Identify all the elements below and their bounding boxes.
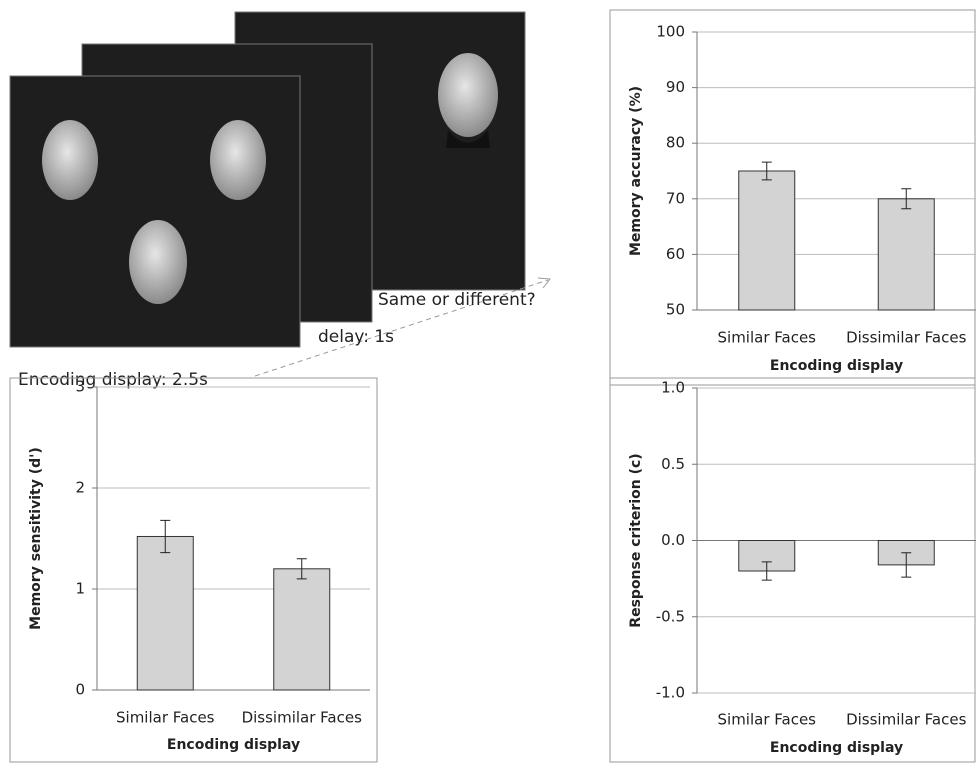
y-tick-label: 0.5 xyxy=(661,455,685,473)
y-tick-label: 70 xyxy=(666,189,685,207)
test-label: Same or different? xyxy=(378,290,536,310)
face xyxy=(42,120,98,200)
y-tick-label: 50 xyxy=(666,301,685,319)
x-axis-label: Encoding display xyxy=(770,358,903,374)
y-tick-label: 1.0 xyxy=(661,379,685,397)
y-tick-label: 3 xyxy=(75,378,85,396)
bar xyxy=(274,569,330,690)
x-tick-label: Similar Faces xyxy=(718,711,817,729)
delay-label: delay: 1s xyxy=(318,327,394,347)
y-tick-label: -0.5 xyxy=(656,607,685,625)
chart-panel: 50 60 70 80 90 100 Similar Faces Dissimilar Fac… xyxy=(610,10,976,385)
y-axis-label: Memory accuracy (%) xyxy=(628,86,644,256)
chart-panel: 0 1 2 3 Similar Faces Dissimilar Faces Encodin… xyxy=(10,378,377,763)
encoding-display xyxy=(10,76,300,347)
y-axis-label: Memory sensitivity (d') xyxy=(28,447,44,630)
y-axis-label: Response criterion (c) xyxy=(628,453,644,627)
x-tick-label: Dissimilar Faces xyxy=(846,711,967,729)
bar xyxy=(878,199,934,310)
x-axis-label: Encoding display xyxy=(770,740,903,756)
figure: Same or different? delay: 1s Encoding di… xyxy=(0,0,976,764)
y-tick-label: 2 xyxy=(75,479,85,497)
face xyxy=(438,53,498,137)
y-tick-label: 0 xyxy=(75,681,85,699)
x-tick-label: Similar Faces xyxy=(116,709,215,727)
chart-panel: -1.0 -0.5 0.0 0.5 1.0 Similar Faces Dissimilar… xyxy=(610,378,976,762)
stimulus-illustration: Same or different? delay: 1s Encoding di… xyxy=(10,12,550,390)
y-tick-label: 1 xyxy=(75,580,85,598)
x-tick-label: Similar Faces xyxy=(718,329,817,347)
bar xyxy=(739,171,795,310)
y-tick-label: 90 xyxy=(666,78,685,96)
y-tick-label: 100 xyxy=(656,23,685,41)
y-tick-label: -1.0 xyxy=(656,684,685,702)
face xyxy=(210,120,266,200)
x-tick-label: Dissimilar Faces xyxy=(846,329,967,347)
bar xyxy=(137,536,193,690)
y-tick-label: 80 xyxy=(666,134,685,152)
x-axis-label: Encoding display xyxy=(167,737,300,753)
x-tick-label: Dissimilar Faces xyxy=(242,709,363,727)
y-tick-label: 0.0 xyxy=(661,531,685,549)
y-tick-label: 60 xyxy=(666,245,685,263)
face xyxy=(129,220,187,304)
